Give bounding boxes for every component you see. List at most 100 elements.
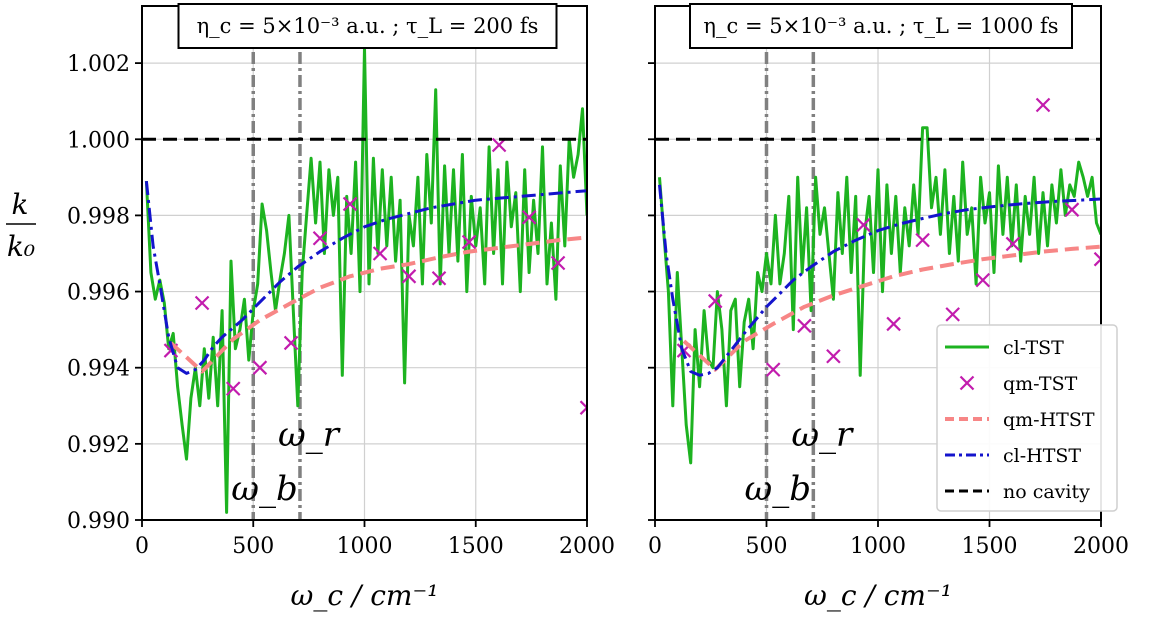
marker-stroke (521, 210, 537, 225)
panel-title: η_c = 5×10⁻³ a.u. ; τ_L = 200 fs (197, 14, 539, 38)
marker-stroke (1093, 251, 1101, 261)
marker-stroke (342, 196, 358, 212)
panel-1: 0 500 1000 1500 2000 0.990 0.992 0.994 0.996 0.99… (67, 3, 615, 612)
qm-tst-marker (915, 232, 930, 248)
x-tick-label: 0 (648, 534, 662, 559)
marker-stroke (1005, 236, 1021, 252)
panel-2: 0 500 1000 1500 2000 ω_c / cm⁻¹ ω_b ω_r η_c = 5×… (648, 3, 1129, 612)
qm-tst-marker (401, 269, 417, 284)
marker-stroke (886, 316, 901, 332)
qm-tst-marker (461, 234, 477, 250)
y-label-numerator: k (12, 188, 29, 221)
marker-stroke (915, 232, 930, 248)
marker-stroke (401, 269, 417, 284)
marker-stroke (707, 293, 723, 309)
marker-stroke (856, 217, 871, 233)
qm-tst-marker (252, 360, 268, 375)
qm-tst-marker (886, 316, 901, 332)
legend-frame (936, 324, 1118, 512)
marker-stroke (312, 230, 328, 246)
x-tick-label: 1000 (850, 534, 906, 559)
marker-stroke (461, 234, 477, 250)
marker-stroke (1035, 97, 1051, 113)
annotation-omega-b: ω_b (745, 469, 812, 509)
marker-stroke (431, 270, 447, 286)
marker-stroke (550, 255, 566, 271)
marker-stroke (579, 400, 587, 410)
qm-tst-marker (797, 318, 812, 334)
legend-entry-qm-htst: qm-HTST (945, 409, 1095, 431)
marker-stroke (372, 246, 388, 261)
qm-tst-marker (1005, 236, 1021, 252)
legend-label: cl-TST (1003, 337, 1064, 359)
qm-tst-marker (1035, 97, 1051, 113)
qm-tst-marker (521, 210, 537, 225)
marker-stroke (975, 272, 991, 288)
marker-stroke (225, 381, 241, 396)
qm-tst-marker (826, 349, 841, 364)
x-tick-label: 1500 (962, 534, 1018, 559)
qm-tst-marker (856, 217, 871, 233)
marker-stroke (1064, 202, 1080, 217)
panel-title: η_c = 5×10⁻³ a.u. ; τ_L = 1000 fs (703, 14, 1058, 38)
marker-stroke (945, 307, 960, 322)
qm-tst-marker (975, 272, 991, 288)
series-cl-tst (144, 46, 587, 514)
series-qm-htst (682, 244, 1101, 372)
marker-stroke (283, 335, 299, 351)
qm-tst-marker (765, 362, 781, 377)
legend-label: qm-HTST (1003, 409, 1095, 431)
x-tick-label: 500 (232, 534, 274, 559)
title-frame (177, 3, 558, 49)
qm-tst-marker (194, 295, 210, 311)
y-label-denominator: k₀ (7, 230, 35, 263)
y-tick-label: 0.992 (67, 433, 130, 458)
panel-title-box: η_c = 5×10⁻³ a.u. ; τ_L = 200 fs (177, 3, 558, 49)
y-tick-label: 0.994 (67, 357, 130, 382)
marker-stroke (579, 406, 587, 415)
x-axis-label: ω_c / cm⁻¹ (291, 579, 439, 612)
qm-tst-marker (342, 196, 358, 212)
series-cl-htst (658, 184, 1101, 377)
panel-title-box: η_c = 5×10⁻³ a.u. ; τ_L = 1000 fs (689, 3, 1073, 49)
x-axis-label: ω_c / cm⁻¹ (804, 579, 952, 612)
qm-tst-marker (312, 230, 328, 246)
y-tick-label: 0.998 (67, 204, 130, 229)
x-tick-label: 2000 (559, 534, 615, 559)
qm-tst-marker (283, 335, 299, 351)
qm-tst-marker (1064, 202, 1080, 217)
marker-stroke (826, 349, 841, 364)
y-tick-label: 0.996 (67, 281, 130, 306)
legend-entry-cl-htst: cl-HTST (945, 445, 1081, 467)
title-frame (689, 3, 1073, 49)
qm-tst-marker (1093, 251, 1101, 267)
legend-label: qm-TST (1003, 373, 1078, 395)
legend-marker (959, 375, 975, 391)
qm-tst-marker (431, 270, 447, 286)
annotation-omega-r: ω_r (278, 415, 341, 455)
x-tick-label: 2000 (1073, 534, 1129, 559)
qm-tst-marker (945, 307, 960, 322)
annotation-omega-r: ω_r (791, 415, 854, 455)
x-tick-label: 1500 (448, 534, 504, 559)
legend-label: cl-HTST (1003, 445, 1081, 467)
qm-tst-marker (707, 293, 723, 309)
y-tick-label: 1.000 (67, 128, 130, 153)
x-tick-label: 1000 (337, 534, 393, 559)
y-axis-label: k k₀ (6, 188, 36, 263)
qm-tst-marker (225, 381, 241, 396)
legend-entry-qm-tst: qm-TST (959, 373, 1078, 395)
legend-entry-no-cavity: no cavity (945, 481, 1090, 503)
x-tick-label: 0 (135, 534, 149, 559)
marker-stroke (765, 362, 781, 377)
series-cl-htst (144, 180, 587, 375)
qm-tst-marker (579, 400, 587, 415)
marker-stroke (252, 360, 268, 375)
legend-label: no cavity (1003, 481, 1090, 503)
legend: cl-TST qm-TST qm-HTST cl-HTST no cavity (936, 324, 1118, 512)
marker-stroke (1093, 257, 1101, 267)
legend-entry-cl-tst: cl-TST (945, 337, 1064, 359)
marker-stroke (797, 318, 812, 334)
qm-tst-marker (550, 255, 566, 271)
